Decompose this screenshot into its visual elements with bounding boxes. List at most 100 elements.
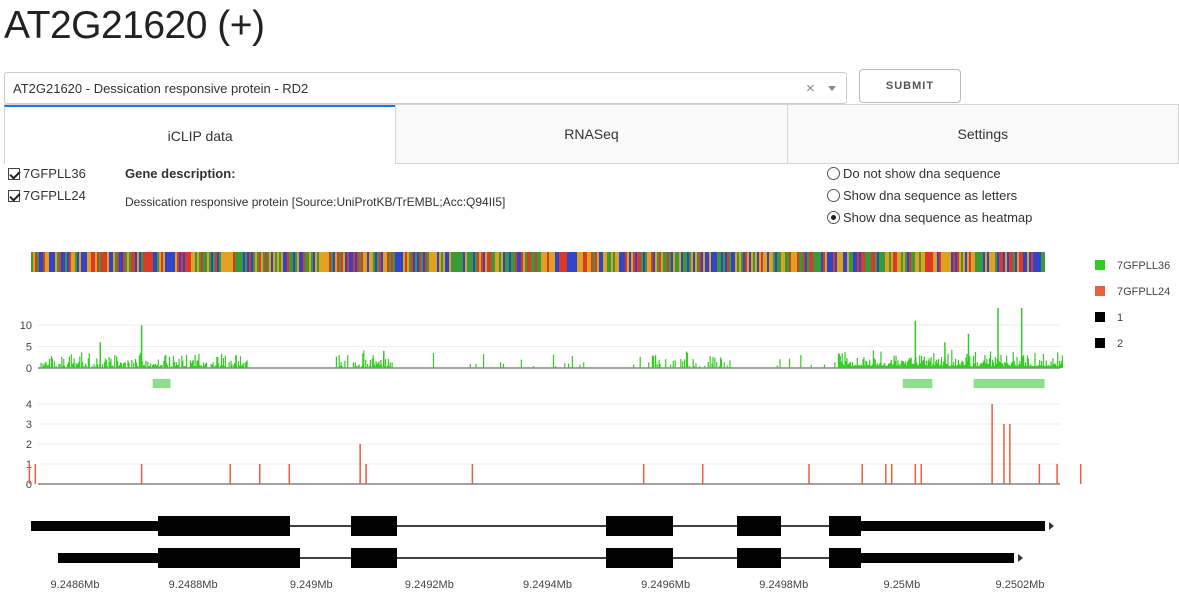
heatmap-cell [881, 252, 883, 272]
heatmap-cell [215, 252, 217, 272]
bar-7gfpll36 [788, 358, 791, 368]
heatmap-cell [963, 252, 965, 272]
bar-7gfpll36 [383, 366, 386, 368]
heatmap-cell [591, 252, 593, 272]
heatmap-cell [565, 252, 567, 272]
bar-7gfpll36 [354, 362, 356, 368]
bar-7gfpll36 [160, 365, 162, 368]
chevron-down-icon[interactable] [828, 85, 836, 91]
bar-7gfpll36 [937, 363, 939, 368]
bar-7gfpll36 [1023, 365, 1026, 368]
bar-7gfpll36 [335, 356, 337, 368]
heatmap-cell [445, 252, 447, 272]
bar-7gfpll36 [906, 361, 908, 368]
heatmap-cell [161, 252, 163, 272]
dataset-checkbox-7gfpll36[interactable]: 7GFPLL36 [8, 166, 86, 181]
bar-7gfpll24 [140, 464, 143, 484]
heatmap-cell [1013, 252, 1015, 272]
bar-7gfpll36 [914, 320, 917, 368]
exon [158, 548, 300, 568]
radio-no-dna-sequence[interactable]: Do not show dna sequence [827, 166, 1001, 181]
tab-iclip-data[interactable]: iCLIP data [4, 105, 396, 164]
bar-7gfpll36 [111, 366, 113, 368]
heatmap-cell [211, 252, 213, 272]
bar-7gfpll36 [985, 363, 987, 368]
heatmap-cell [459, 252, 461, 272]
bar-7gfpll36 [919, 355, 921, 368]
tab-settings[interactable]: Settings [786, 105, 1179, 164]
bar-7gfpll36 [173, 361, 175, 368]
heatmap-cell [653, 252, 655, 272]
bar-7gfpll36 [994, 357, 996, 368]
heatmap-cell [623, 252, 625, 272]
legend-label: 1 [1117, 312, 1123, 324]
heatmap-cell [775, 252, 777, 272]
tab-rnaseq[interactable]: RNASeq [395, 105, 787, 164]
iclip-7gfpll24-plot: 01234 [26, 399, 1082, 491]
bar-7gfpll36 [216, 356, 218, 368]
bar-7gfpll24 [914, 464, 917, 484]
heatmap-cell [907, 252, 909, 272]
bar-7gfpll36 [997, 308, 999, 368]
bar-7gfpll36 [106, 365, 108, 368]
heatmap-cell [809, 252, 811, 272]
heatmap-cell [377, 252, 379, 272]
bar-7gfpll36 [961, 360, 963, 368]
heatmap-cell [545, 252, 547, 272]
heatmap-cell [665, 252, 667, 272]
radio-dna-heatmap[interactable]: Show dna sequence as heatmap [827, 210, 1032, 225]
exon [861, 553, 1014, 563]
bar-7gfpll36 [844, 352, 846, 368]
heatmap-cell [893, 252, 895, 272]
heatmap-cell [531, 252, 533, 272]
bar-7gfpll36 [897, 360, 899, 368]
heatmap-cell [713, 252, 715, 272]
heatmap-cell [287, 252, 289, 272]
submit-button[interactable]: SUBMIT [859, 69, 961, 103]
bar-7gfpll36 [837, 353, 840, 368]
radio-icon[interactable] [827, 189, 840, 202]
bar-7gfpll36 [1013, 361, 1015, 368]
bar-7gfpll36 [982, 362, 984, 368]
dataset-checkbox-7gfpll24[interactable]: 7GFPLL24 [8, 188, 86, 203]
bar-7gfpll36 [924, 365, 926, 368]
bar-7gfpll36 [965, 357, 967, 368]
heatmap-cell [769, 252, 771, 272]
heatmap-cell [559, 252, 561, 272]
radio-selected-icon[interactable] [827, 211, 840, 224]
bar-7gfpll36 [221, 365, 224, 368]
bar-7gfpll36 [246, 360, 248, 368]
radio-icon[interactable] [827, 167, 840, 180]
bar-7gfpll36 [68, 356, 71, 368]
bar-7gfpll36 [669, 364, 672, 368]
bar-7gfpll36 [85, 365, 88, 368]
radio-dna-letters[interactable]: Show dna sequence as letters [827, 188, 1017, 203]
heatmap-cell [263, 252, 265, 272]
bar-7gfpll36 [966, 353, 968, 368]
bar-7gfpll24 [701, 464, 704, 484]
heatmap-cell [231, 252, 233, 272]
checkbox-checked-icon[interactable] [8, 189, 20, 202]
heatmap-cell [541, 252, 543, 272]
bar-7gfpll36 [838, 353, 840, 368]
gene-select[interactable]: AT2G21620 - Dessication responsive prote… [4, 72, 847, 104]
heatmap-cell [991, 252, 993, 272]
bar-7gfpll36 [1020, 364, 1022, 368]
bar-7gfpll36 [960, 362, 962, 368]
heatmap-cell [525, 252, 527, 272]
bar-7gfpll36 [978, 365, 980, 368]
heatmap-cell [185, 252, 187, 272]
heatmap-cell [957, 252, 959, 272]
bar-7gfpll36 [127, 360, 129, 368]
heatmap-cell [451, 252, 453, 272]
heatmap-cell [625, 252, 627, 272]
checkbox-checked-icon[interactable] [8, 167, 20, 180]
bar-7gfpll36 [155, 365, 157, 368]
heatmap-cell [807, 252, 809, 272]
clear-icon[interactable]: × [806, 79, 815, 97]
bar-7gfpll36 [1037, 366, 1039, 368]
heatmap-cell [93, 252, 95, 272]
heatmap-cell [847, 252, 849, 272]
bar-7gfpll36 [889, 362, 891, 368]
bar-7gfpll36 [848, 363, 850, 368]
